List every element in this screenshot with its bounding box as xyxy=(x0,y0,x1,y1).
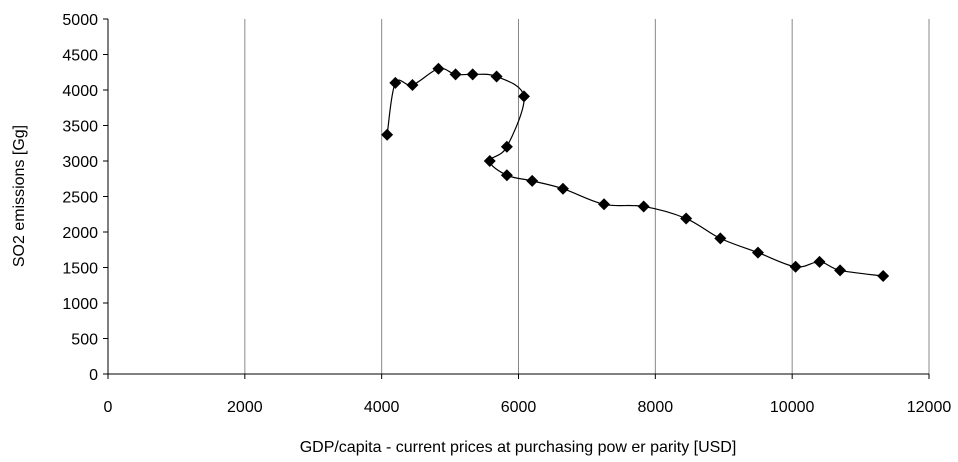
x-axis-title: GDP/capita - current prices at purchasin… xyxy=(300,439,737,456)
data-point-marker xyxy=(517,90,530,103)
y-tick-label: 5000 xyxy=(62,12,98,29)
grid-lines xyxy=(244,19,930,374)
data-point-marker xyxy=(834,264,847,277)
data-point-marker xyxy=(500,169,513,182)
y-tick-label: 2500 xyxy=(62,190,98,207)
data-point-marker xyxy=(406,79,419,92)
data-point-marker xyxy=(751,246,764,259)
data-point-marker xyxy=(466,68,479,81)
x-tick-label: 2000 xyxy=(227,399,263,416)
data-point-marker xyxy=(556,182,569,195)
data-point-marker xyxy=(877,270,890,283)
y-tick-label: 2000 xyxy=(62,225,98,242)
y-tick-label: 1500 xyxy=(62,261,98,278)
data-point-marker xyxy=(432,62,445,75)
data-point-marker xyxy=(680,212,693,225)
y-tick-label: 4000 xyxy=(62,83,98,100)
y-tick-label: 0 xyxy=(89,367,98,384)
y-tick-label: 4500 xyxy=(62,48,98,65)
data-point-marker xyxy=(449,68,462,81)
data-point-marker xyxy=(813,255,826,268)
x-tick-label: 12000 xyxy=(907,399,952,416)
y-tick-label: 1000 xyxy=(62,296,98,313)
series-layer xyxy=(381,62,890,283)
data-point-marker xyxy=(789,260,802,273)
data-point-marker xyxy=(598,198,611,211)
data-point-marker xyxy=(381,128,394,141)
data-point-marker xyxy=(714,232,727,245)
series-line xyxy=(386,67,884,277)
x-tick-label: 0 xyxy=(104,399,113,416)
x-tick-label: 4000 xyxy=(364,399,400,416)
x-tick-label: 6000 xyxy=(501,399,537,416)
data-point-marker xyxy=(389,76,402,89)
y-axis-title: SO2 emissions [Gg] xyxy=(11,125,28,267)
data-point-marker xyxy=(490,70,503,83)
data-point-marker xyxy=(637,200,650,213)
data-point-marker xyxy=(500,140,513,153)
x-tick-label: 10000 xyxy=(770,399,815,416)
data-point-marker xyxy=(483,155,496,167)
x-tick-label: 8000 xyxy=(638,399,674,416)
y-tick-label: 3500 xyxy=(62,119,98,136)
y-tick-label: 3000 xyxy=(62,154,98,171)
data-point-marker xyxy=(526,174,539,187)
axes: 0 500 1000 1500 2000 2500 3000 3500 4000 4500 5000… xyxy=(62,12,951,416)
y-tick-label: 500 xyxy=(71,332,98,349)
